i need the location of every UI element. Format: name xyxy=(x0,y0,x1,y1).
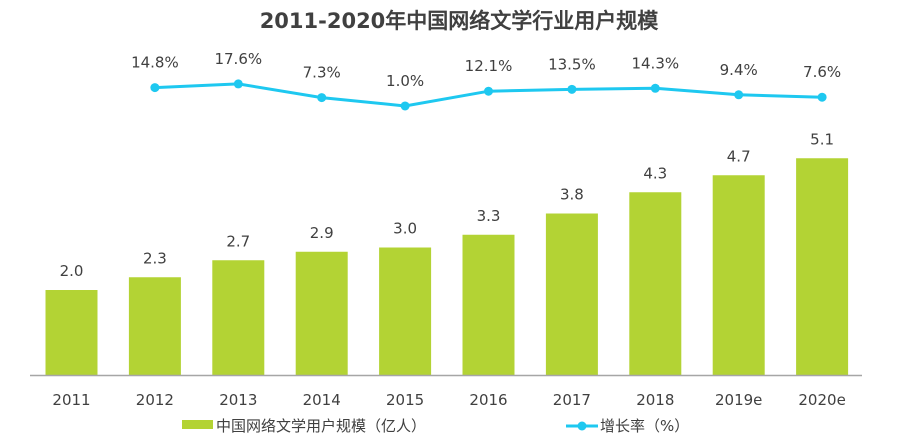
growth-point xyxy=(400,101,410,111)
bar-data-label: 4.7 xyxy=(727,147,751,165)
bar xyxy=(545,213,598,375)
bar-data-label: 3.8 xyxy=(560,186,584,204)
growth-point xyxy=(317,93,327,103)
bar-data-label: 2.3 xyxy=(143,249,167,267)
chart-title: 2011-2020年中国网络文学行业用户规模 xyxy=(260,9,660,33)
x-tick-label: 2011 xyxy=(52,391,90,409)
bar-data-label: 2.7 xyxy=(226,232,250,250)
legend-bar-label: 中国网络文学用户规模（亿人） xyxy=(216,417,426,435)
growth-point xyxy=(150,83,160,93)
legend-line-marker xyxy=(577,421,587,431)
bar xyxy=(462,234,515,375)
x-tick-label: 2018 xyxy=(636,391,674,409)
bar xyxy=(796,158,849,375)
growth-point xyxy=(650,83,660,93)
growth-data-label: 9.4% xyxy=(720,61,758,79)
bar-data-label: 5.1 xyxy=(810,130,834,148)
bar xyxy=(379,247,432,375)
growth-point xyxy=(817,92,827,102)
growth-point xyxy=(484,86,493,96)
bar xyxy=(128,277,181,375)
growth-point xyxy=(233,79,243,89)
x-tick-label: 2012 xyxy=(136,391,174,409)
legend: 中国网络文学用户规模（亿人） 增长率（%） xyxy=(182,417,689,435)
x-tick-label: 2014 xyxy=(303,391,341,409)
bar xyxy=(712,175,765,375)
growth-data-label: 13.5% xyxy=(548,55,596,73)
growth-data-label: 14.3% xyxy=(631,54,679,72)
x-tick-label: 2015 xyxy=(386,391,424,409)
growth-data-label: 17.6% xyxy=(214,50,262,68)
growth-data-label: 14.8% xyxy=(131,54,179,72)
legend-bar-swatch xyxy=(182,420,213,429)
legend-line-label: 增长率（%） xyxy=(600,417,689,435)
growth-data-label: 7.3% xyxy=(303,64,341,82)
growth-point xyxy=(567,84,577,94)
bar-data-label: 2.9 xyxy=(310,224,334,242)
growth-data-label: 1.0% xyxy=(386,72,424,90)
bar-data-label: 3.0 xyxy=(393,220,417,238)
bar-data-label: 4.3 xyxy=(643,164,667,182)
bar-data-label: 2.0 xyxy=(60,262,84,280)
x-tick-label: 2020e xyxy=(798,391,845,409)
bar xyxy=(212,260,265,375)
x-tick-label: 2017 xyxy=(553,391,591,409)
growth-point xyxy=(734,90,744,100)
bar xyxy=(295,251,348,375)
x-tick-label: 2019e xyxy=(715,391,762,409)
bar xyxy=(629,192,682,375)
growth-data-label: 7.6% xyxy=(803,63,841,81)
x-tick-label: 2016 xyxy=(469,391,507,409)
bar xyxy=(45,290,98,375)
bar-data-label: 3.3 xyxy=(477,207,501,225)
x-tick-label: 2013 xyxy=(219,391,257,409)
growth-data-label: 12.1% xyxy=(465,57,513,75)
